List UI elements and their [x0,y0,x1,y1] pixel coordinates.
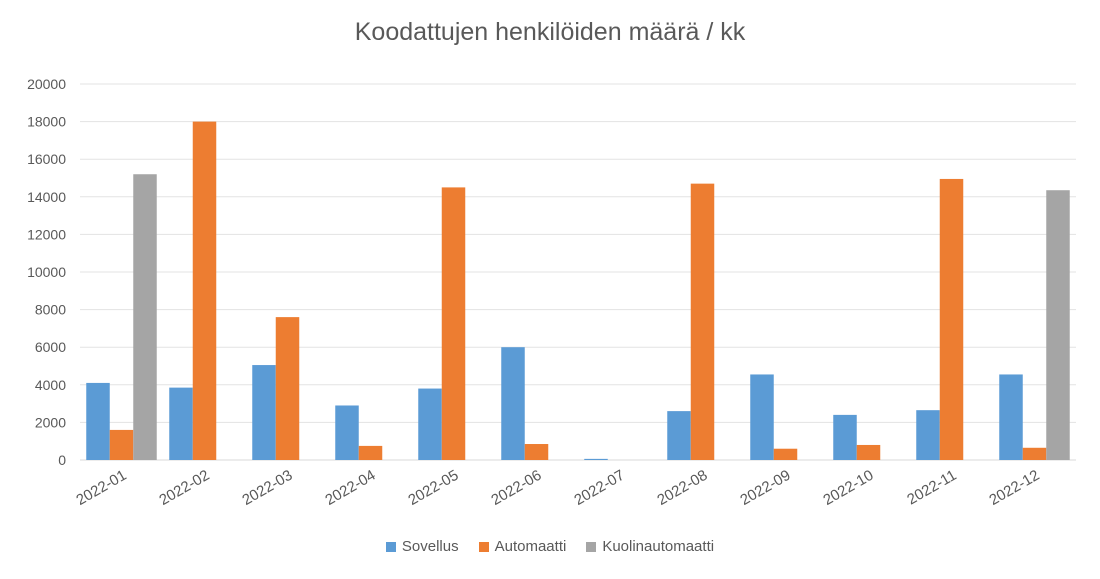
bar-automaatti-2022-08 [690,183,715,460]
legend-item-kuolinautomaatti: Kuolinautomaatti [586,538,714,555]
x-tick-label: 2022-03 [239,467,295,509]
x-tick-label: 2022-08 [654,467,710,509]
legend-item-sovellus: Sovellus [385,538,459,555]
bar-sovellus-2022-10 [833,414,857,460]
y-tick-label: 16000 [27,151,66,167]
legend-swatch [385,541,396,552]
bar-automaatti-2022-02 [192,121,217,460]
y-tick-label: 4000 [35,377,66,393]
bar-automaatti-2022-03 [275,317,300,460]
x-tick-label: 2022-02 [156,467,212,509]
y-tick-label: 10000 [27,264,66,280]
bar-automaatti-2022-04 [358,445,383,460]
x-tick-label: 2022-12 [986,467,1042,509]
y-tick-label: 8000 [35,302,66,318]
y-tick-label: 6000 [35,339,66,355]
y-tick-label: 0 [58,452,66,468]
bar-automaatti-2022-09 [773,448,798,460]
bar-sovellus-2022-07 [584,458,608,460]
bar-automaatti-2022-01 [109,429,134,460]
legend-swatch [586,541,597,552]
bar-kuolinautomaatti-2022-01 [133,174,157,461]
x-tick-label: 2022-01 [73,467,129,509]
legend-item-automaatti: Automaatti [478,538,567,555]
bar-automaatti-2022-06 [524,444,549,460]
x-tick-label: 2022-09 [737,467,793,509]
bar-sovellus-2022-03 [252,365,276,460]
bar-automaatti-2022-11 [939,178,964,460]
bar-sovellus-2022-08 [667,411,691,460]
chart-title: Koodattujen henkilöiden määrä / kk [354,18,746,46]
legend-label: Sovellus [401,538,459,555]
legend-swatch [478,541,489,552]
y-tick-label: 12000 [27,226,66,242]
bar-kuolinautomaatti-2022-12 [1046,190,1070,460]
bar-sovellus-2022-04 [335,405,359,460]
legend-label: Kuolinautomaatti [602,538,715,555]
legend: Sovellus Automaatti Kuolinautomaatti [0,538,1100,555]
x-tick-label: 2022-11 [904,467,959,509]
bar-automaatti-2022-05 [441,187,466,460]
bar-sovellus-2022-12 [999,374,1023,460]
x-tick-label: 2022-04 [322,467,378,509]
bar-sovellus-2022-01 [86,382,110,460]
bar-sovellus-2022-05 [418,388,442,460]
y-tick-label: 14000 [27,189,66,205]
bar-automaatti-2022-10 [856,444,881,460]
x-tick-label: 2022-07 [571,467,627,509]
bar-sovellus-2022-06 [501,347,525,460]
bar-automaatti-2022-12 [1022,447,1047,460]
y-tick-label: 2000 [35,414,66,430]
x-tick-label: 2022-05 [405,467,461,509]
x-tick-label: 2022-06 [488,467,544,509]
legend-label: Automaatti [494,538,567,555]
bar-sovellus-2022-11 [916,410,940,460]
bar-sovellus-2022-02 [169,387,193,460]
y-tick-label: 20000 [27,76,66,92]
bar-sovellus-2022-09 [750,374,774,460]
x-tick-label: 2022-10 [820,467,876,509]
y-tick-label: 18000 [27,114,66,130]
